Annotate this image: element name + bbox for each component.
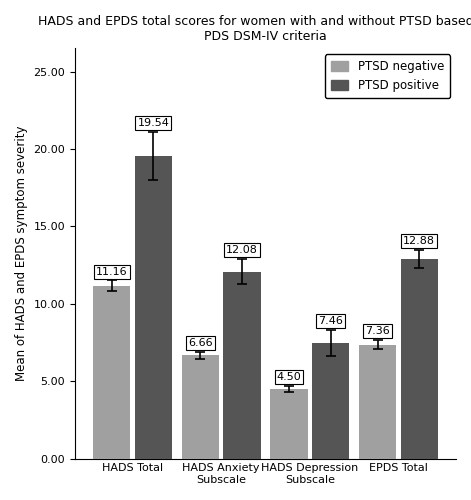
Legend: PTSD negative, PTSD positive: PTSD negative, PTSD positive — [325, 54, 450, 98]
Bar — [312, 343, 349, 458]
Text: 12.88: 12.88 — [403, 236, 435, 246]
Text: 7.46: 7.46 — [318, 316, 343, 326]
Text: 11.16: 11.16 — [96, 266, 128, 276]
Text: 4.50: 4.50 — [276, 372, 301, 382]
Title: HADS and EPDS total scores for women with and without PTSD based on
PDS DSM-IV c: HADS and EPDS total scores for women wit… — [38, 15, 471, 43]
Text: 19.54: 19.54 — [138, 118, 170, 128]
Bar — [270, 389, 308, 458]
Bar — [359, 344, 396, 459]
Bar — [135, 156, 172, 458]
Text: 12.08: 12.08 — [226, 246, 258, 256]
Text: 6.66: 6.66 — [188, 338, 213, 348]
Bar — [182, 356, 219, 459]
Bar — [401, 259, 438, 458]
Bar — [93, 286, 130, 458]
Bar — [223, 272, 260, 458]
Text: 7.36: 7.36 — [365, 326, 390, 336]
Y-axis label: Mean of HADS and EPDS symptom severity: Mean of HADS and EPDS symptom severity — [15, 126, 28, 381]
